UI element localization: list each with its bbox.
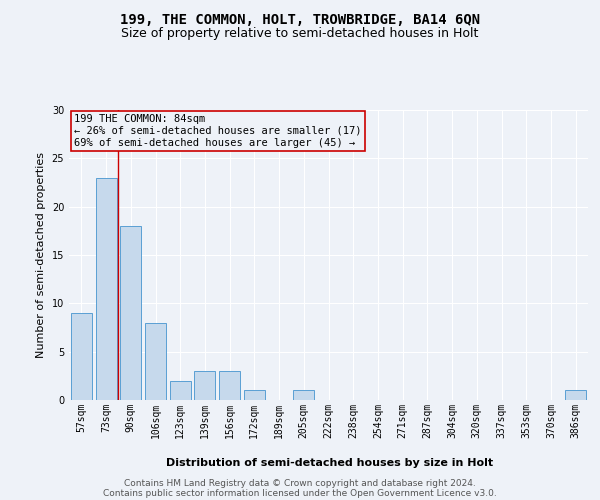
Bar <box>170 380 191 400</box>
Bar <box>244 390 265 400</box>
Text: Contains public sector information licensed under the Open Government Licence v3: Contains public sector information licen… <box>103 489 497 498</box>
Text: Contains HM Land Registry data © Crown copyright and database right 2024.: Contains HM Land Registry data © Crown c… <box>124 479 476 488</box>
Bar <box>95 178 116 400</box>
Bar <box>565 390 586 400</box>
Text: Size of property relative to semi-detached houses in Holt: Size of property relative to semi-detach… <box>121 28 479 40</box>
Text: 199, THE COMMON, HOLT, TROWBRIDGE, BA14 6QN: 199, THE COMMON, HOLT, TROWBRIDGE, BA14 … <box>120 12 480 26</box>
Bar <box>71 313 92 400</box>
Bar <box>145 322 166 400</box>
Bar <box>194 371 215 400</box>
Bar <box>120 226 141 400</box>
Bar <box>293 390 314 400</box>
Text: 199 THE COMMON: 84sqm
← 26% of semi-detached houses are smaller (17)
69% of semi: 199 THE COMMON: 84sqm ← 26% of semi-deta… <box>74 114 362 148</box>
Text: Distribution of semi-detached houses by size in Holt: Distribution of semi-detached houses by … <box>166 458 494 468</box>
Y-axis label: Number of semi-detached properties: Number of semi-detached properties <box>36 152 46 358</box>
Bar <box>219 371 240 400</box>
